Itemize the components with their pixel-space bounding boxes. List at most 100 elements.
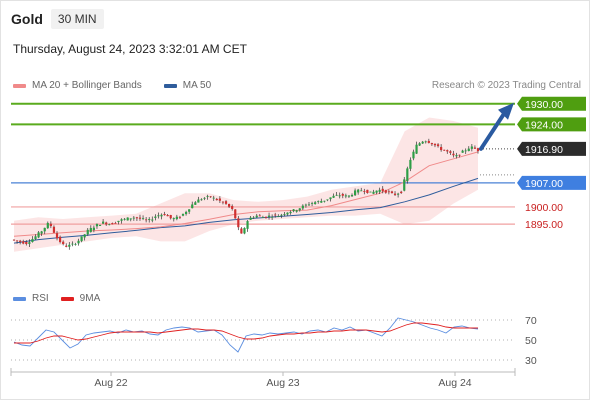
legend-ma9-label: 9MA xyxy=(79,293,101,304)
candle-body-93 xyxy=(295,210,298,212)
level-tag-3-label: 1907.00 xyxy=(525,178,563,190)
candle-body-20 xyxy=(71,243,74,245)
candle-body-27 xyxy=(92,227,95,231)
candle-body-79 xyxy=(252,217,255,219)
candle-body-90 xyxy=(286,212,289,215)
candle-body-137 xyxy=(430,143,434,145)
candle-body-55 xyxy=(178,216,182,218)
candle-body-16 xyxy=(58,236,62,243)
candle-body-77 xyxy=(246,221,249,229)
candle-body-115 xyxy=(363,191,366,192)
candle-body-75 xyxy=(240,228,243,234)
level-tag-1-box xyxy=(517,96,586,111)
candle-body-139 xyxy=(436,144,440,147)
candle-body-106 xyxy=(335,194,338,196)
candle-body-65 xyxy=(209,196,212,198)
timeframe-button[interactable]: 30 MIN xyxy=(50,9,104,29)
candle-body-76 xyxy=(243,228,246,234)
candle-body-120 xyxy=(378,189,381,192)
ma9-swatch xyxy=(60,296,74,301)
candle-body-35 xyxy=(117,220,120,223)
candle-body-46 xyxy=(151,219,154,221)
legend-ma50-label: MA 50 xyxy=(182,80,212,91)
candle-body-99 xyxy=(314,202,317,205)
candle-body-81 xyxy=(258,215,261,217)
rsi-ma9-line xyxy=(14,322,478,344)
candle-body-74 xyxy=(237,218,240,228)
candle-body-142 xyxy=(446,150,449,152)
candle-body-134 xyxy=(421,141,424,144)
candle-body-23 xyxy=(80,236,83,242)
candle-body-151 xyxy=(473,147,477,149)
candle-body-96 xyxy=(304,204,308,206)
header: Gold 30 MIN xyxy=(11,8,104,30)
candle-body-143 xyxy=(449,151,452,153)
candle-body-92 xyxy=(292,209,295,212)
candle-body-14 xyxy=(52,226,56,233)
candle-body-150 xyxy=(470,146,473,149)
candle-body-4 xyxy=(22,241,25,244)
candle-body-59 xyxy=(191,204,194,209)
candle-body-62 xyxy=(200,199,203,201)
candle-body-130 xyxy=(409,159,412,169)
candle-body-89 xyxy=(283,214,286,215)
candle-body-112 xyxy=(353,190,357,196)
candle-body-152 xyxy=(476,148,480,152)
symbol-title: Gold xyxy=(11,11,43,27)
candle-body-10 xyxy=(40,231,43,234)
candle-body-66 xyxy=(212,197,215,199)
candle-body-128 xyxy=(403,179,406,191)
candle-body-124 xyxy=(390,191,394,194)
candle-body-11 xyxy=(43,227,46,232)
level-tag-2-label: 1924.00 xyxy=(525,119,563,131)
candle-body-135 xyxy=(424,141,427,143)
candle-body-44 xyxy=(145,219,148,221)
candle-body-50 xyxy=(163,213,166,216)
candle-body-15 xyxy=(55,233,59,239)
ma50-swatch xyxy=(163,83,177,88)
candle-body-47 xyxy=(154,216,157,218)
level-tag-4-label: 1900.00 xyxy=(525,202,563,214)
candle-body-29 xyxy=(98,224,102,226)
candle-body-116 xyxy=(366,189,369,194)
candle-body-30 xyxy=(102,221,105,224)
rsi-swatch xyxy=(13,296,26,301)
candle-body-88 xyxy=(280,214,283,216)
candle-body-140 xyxy=(440,146,443,151)
candle-body-148 xyxy=(464,150,467,152)
candle-body-56 xyxy=(181,213,185,216)
x-tick-label-3: Aug 24 xyxy=(438,377,471,389)
candle-body-121 xyxy=(381,188,384,192)
candle-body-70 xyxy=(224,201,228,204)
candle-body-7 xyxy=(31,239,34,243)
candle-body-45 xyxy=(148,219,151,221)
candle-body-113 xyxy=(357,189,360,193)
candle-body-133 xyxy=(418,143,421,146)
candle-body-22 xyxy=(77,240,80,244)
candle-body-69 xyxy=(221,201,225,203)
candle-body-38 xyxy=(126,217,129,221)
rsi-legend: RSI 9MA xyxy=(13,293,100,304)
candle-body-109 xyxy=(344,195,347,197)
candle-body-5 xyxy=(25,241,28,244)
candle-body-108 xyxy=(341,194,344,196)
candle-body-28 xyxy=(95,224,99,227)
timestamp: Thursday, August 24, 2023 3:32:01 AM CET xyxy=(13,42,247,56)
candle-body-73 xyxy=(234,209,237,219)
candle-body-6 xyxy=(28,242,31,244)
rsi-ref-label-1: 70 xyxy=(525,315,537,327)
candle-body-33 xyxy=(111,223,114,225)
candle-body-101 xyxy=(320,201,323,203)
rsi-ref-label-2: 50 xyxy=(525,335,537,347)
candle-body-102 xyxy=(323,200,326,202)
forecast-arrow-shaft xyxy=(479,111,506,151)
candle-body-67 xyxy=(215,198,218,201)
candle-body-2 xyxy=(15,240,19,242)
forecast-arrow-head xyxy=(498,102,514,120)
candle-body-1 xyxy=(12,239,16,241)
candle-body-144 xyxy=(452,153,455,156)
candle-body-71 xyxy=(227,203,231,207)
level-tag-1-label: 1930.00 xyxy=(525,99,563,111)
candle-body-132 xyxy=(415,144,418,154)
